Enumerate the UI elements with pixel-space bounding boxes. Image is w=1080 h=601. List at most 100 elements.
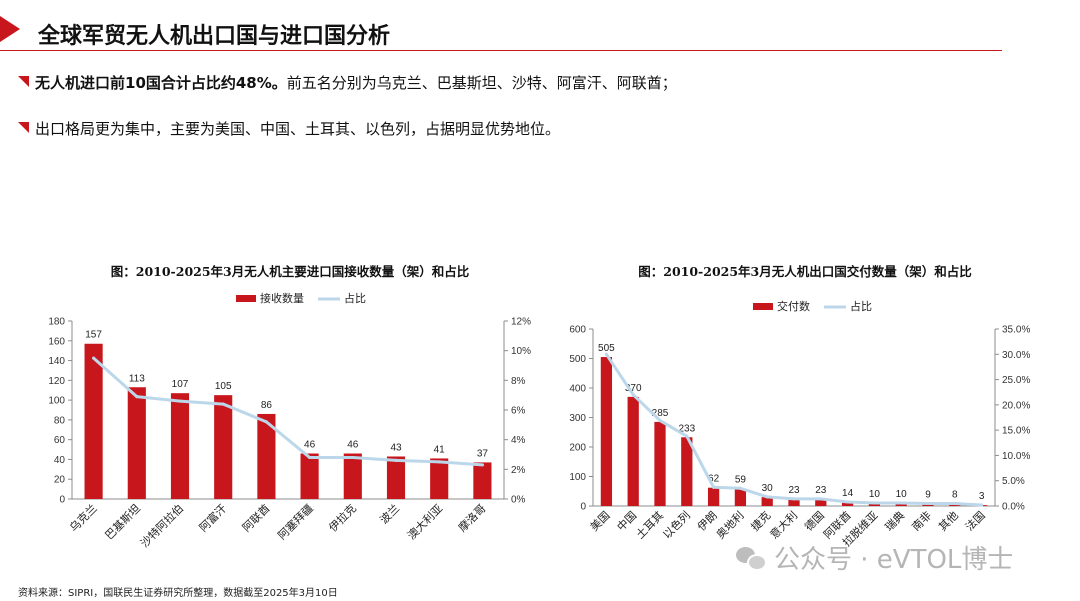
- data-label: 10: [869, 489, 881, 500]
- y-tick-label-right: 25.0%: [1002, 375, 1030, 386]
- import-chart-svg: 接收数量 占比 0 20 40 60 80 100 120 140 160 180 0% 2% 4% 6% 8%…: [48, 291, 531, 550]
- bullet-imports: 无人机进口前10国合计占比约48%。前五名分别为乌克兰、巴基斯坦、沙特、阿富汗、…: [18, 72, 677, 93]
- data-label: 86: [261, 400, 273, 411]
- data-label: 59: [735, 475, 747, 486]
- x-tick-label: 澳大利亚: [404, 501, 445, 542]
- y-tick-label-left: 600: [569, 325, 586, 336]
- y-tick-label-left: 140: [48, 356, 65, 367]
- bar: [707, 487, 720, 506]
- bar: [788, 499, 800, 506]
- data-label: 370: [625, 383, 642, 394]
- watermark-text: 公众号 · eVTOL博士: [774, 545, 1014, 575]
- share-line-segment: [394, 458, 441, 464]
- y-tick-label-right: 30.0%: [1002, 350, 1030, 361]
- y-tick-label-left: 20: [54, 475, 66, 486]
- bar: [473, 462, 492, 499]
- share-line-segment: [819, 497, 850, 504]
- y-tick-label-right: 20.0%: [1002, 400, 1030, 411]
- legend-label-bar: 交付数: [777, 299, 810, 313]
- x-tick-label: 美国: [588, 509, 613, 534]
- bullet-imports-strong: 无人机进口前10国合计占比约48%。: [35, 74, 287, 92]
- share-line-segment: [92, 356, 139, 399]
- data-label: 8: [952, 490, 958, 501]
- share-point: [658, 419, 662, 423]
- bar: [170, 393, 190, 499]
- x-tick-label: 巴基斯坦: [102, 501, 143, 542]
- export-chart: 图：2010-2025年3月无人机出口国交付数量（架）和占比 交付数 占比 0 100…: [545, 255, 1065, 555]
- chart-legend: 接收数量 占比: [236, 291, 366, 305]
- share-point: [792, 497, 796, 501]
- share-point: [264, 420, 268, 424]
- bar: [815, 499, 827, 506]
- share-point: [351, 455, 355, 459]
- data-label: 9: [925, 489, 931, 500]
- share-point: [480, 463, 484, 467]
- x-tick-label: 阿富汗: [196, 501, 229, 534]
- x-tick-label: 瑞典: [882, 508, 907, 533]
- title-marker: [0, 16, 20, 42]
- data-label: 37: [477, 448, 489, 459]
- bullet-marker: [18, 76, 29, 87]
- y-tick-label-left: 500: [569, 354, 586, 365]
- y-tick-label-left: 40: [54, 455, 66, 466]
- y-tick-label-left: 100: [48, 396, 65, 407]
- data-label: 62: [708, 474, 720, 485]
- y-tick-label-right: 8%: [511, 376, 526, 387]
- share-point: [738, 486, 742, 490]
- export-chart-svg: 交付数 占比 0 100 200 300 400 500 600 0.0% 5.0% 10.0% 15.…: [569, 299, 1030, 549]
- data-label: 113: [129, 373, 145, 384]
- bar: [895, 503, 907, 506]
- wechat-icon: [736, 545, 767, 571]
- source-note: 资料来源：SIPRI，国联民生证券研究所整理，数据截至2025年3月10日: [18, 588, 338, 599]
- share-point: [92, 356, 96, 360]
- legend-label-bar: 接收数量: [260, 291, 304, 305]
- chart-title: 图：2010-2025年3月无人机出口国交付数量（架）和占比: [638, 264, 972, 279]
- y-tick-label-left: 180: [48, 317, 65, 328]
- x-tick-label: 乌克兰: [66, 501, 99, 534]
- x-tick-label: 捷克: [748, 508, 773, 533]
- data-label: 46: [304, 440, 316, 451]
- x-tick-label: 伊拉克: [326, 501, 359, 534]
- bar: [214, 395, 233, 499]
- data-label: 107: [172, 379, 189, 390]
- y-tick-label-right: 2%: [511, 465, 526, 476]
- x-tick-label: 德国: [801, 508, 826, 533]
- data-label: 157: [85, 330, 102, 341]
- y-tick-label-left: 100: [569, 472, 586, 483]
- bullet-exports: 出口格局更为集中，主要为美国、中国、土耳其、以色列，占据明显优势地位。: [18, 118, 560, 139]
- legend-label-line: 占比: [344, 291, 366, 305]
- share-point: [394, 458, 398, 462]
- share-line-segment: [846, 500, 876, 505]
- share-point: [135, 395, 139, 399]
- x-tick-label: 其他: [936, 509, 961, 534]
- y-tick-label-right: 0.0%: [1002, 502, 1025, 513]
- share-point: [437, 460, 441, 464]
- y-tick-label-left: 400: [569, 384, 586, 395]
- y-tick-label-right: 5.0%: [1002, 476, 1025, 487]
- data-label: 233: [678, 423, 695, 434]
- share-line-segment: [658, 419, 689, 438]
- y-tick-label-right: 6%: [511, 406, 526, 417]
- bar: [127, 387, 146, 499]
- share-point: [953, 501, 957, 505]
- share-point: [685, 434, 689, 438]
- data-label: 285: [652, 408, 669, 419]
- share-line-segment: [351, 455, 398, 462]
- x-tick-label: 阿联酋: [239, 501, 272, 534]
- legend-label-line: 占比: [850, 299, 872, 313]
- x-tick-label: 波兰: [377, 502, 402, 527]
- data-label: 30: [762, 483, 774, 494]
- title-rule: [0, 50, 1002, 51]
- share-point: [221, 402, 225, 406]
- bar: [84, 343, 103, 499]
- share-point: [819, 497, 823, 501]
- share-point: [980, 503, 984, 507]
- chart-title: 图：2010-2025年3月无人机主要进口国接收数量（架）和占比: [110, 264, 470, 279]
- x-tick-label: 以色列: [660, 508, 693, 541]
- bullet-imports-text: 前五名分别为乌克兰、巴基斯坦、沙特、阿富汗、阿联酋；: [286, 74, 677, 92]
- legend-swatch-bar: [236, 295, 256, 302]
- bar: [868, 503, 881, 506]
- bar: [257, 413, 276, 499]
- y-tick-label-left: 160: [48, 336, 65, 347]
- x-tick-label: 摩洛哥: [455, 501, 488, 534]
